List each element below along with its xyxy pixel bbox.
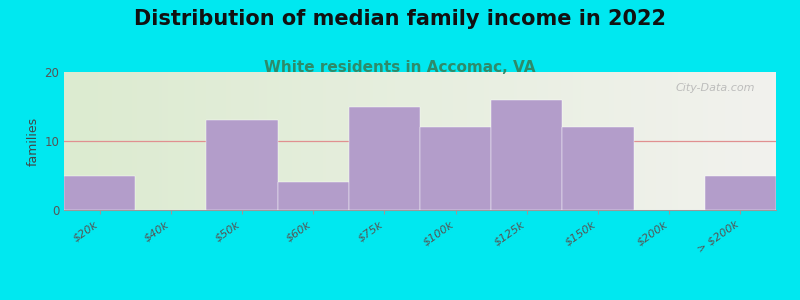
Bar — [420, 127, 491, 210]
Bar — [206, 120, 278, 210]
Bar — [278, 182, 349, 210]
Y-axis label: families: families — [27, 116, 40, 166]
Text: White residents in Accomac, VA: White residents in Accomac, VA — [264, 60, 536, 75]
Bar — [562, 127, 634, 210]
Text: City-Data.com: City-Data.com — [675, 83, 754, 93]
Bar — [491, 100, 562, 210]
Bar — [349, 106, 420, 210]
Text: Distribution of median family income in 2022: Distribution of median family income in … — [134, 9, 666, 29]
Bar — [64, 176, 135, 210]
Bar — [705, 176, 776, 210]
